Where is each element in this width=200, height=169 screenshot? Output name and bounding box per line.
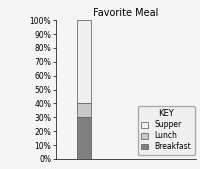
- Title: Favorite Meal: Favorite Meal: [93, 8, 159, 18]
- Legend: Supper, Lunch, Breakfast: Supper, Lunch, Breakfast: [138, 106, 195, 155]
- Bar: [77, 20, 91, 103]
- Bar: [77, 117, 91, 159]
- Bar: [77, 103, 91, 117]
